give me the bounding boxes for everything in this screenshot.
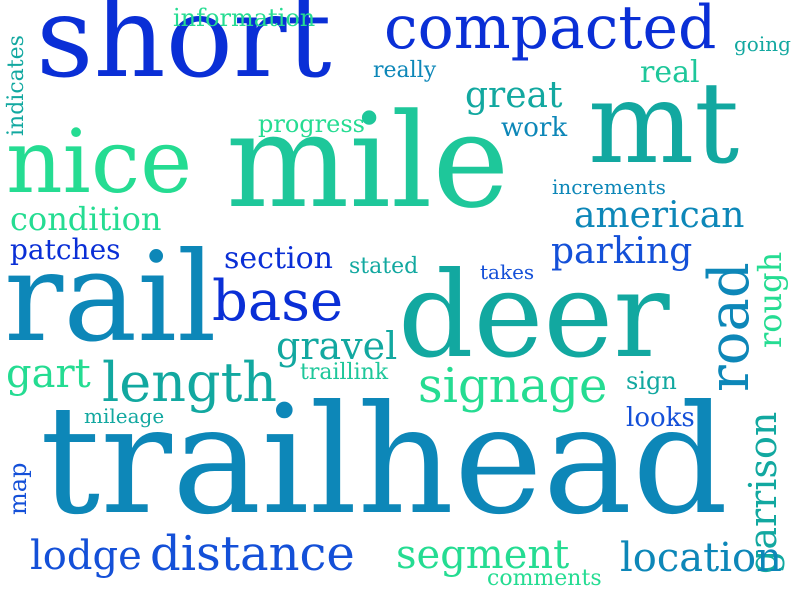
word-short: short [36, 0, 332, 103]
word-trailhead: trailhead [40, 374, 729, 548]
word-takes: takes [480, 260, 535, 284]
word-mileage: mileage [84, 404, 165, 428]
word-gart: gart [6, 351, 91, 397]
word-work: work [501, 113, 568, 143]
word-rough: rough [751, 251, 789, 348]
word-length: length [102, 351, 278, 414]
word-progress: progress [258, 110, 365, 138]
word-map: map [4, 462, 32, 515]
word-real: real [640, 55, 700, 90]
word-lodge: lodge [30, 533, 142, 579]
word-road: road [697, 262, 762, 392]
word-sign: sign [626, 367, 677, 395]
word-signage: signage [418, 358, 608, 414]
word-parking: parking [551, 231, 693, 272]
word-comments: comments [487, 566, 602, 591]
word-segment: segment [396, 532, 570, 578]
word-section: section [224, 241, 333, 276]
word-patches: patches [10, 233, 121, 266]
word-compacted: compacted [384, 0, 717, 63]
word-traillink: traillink [300, 360, 389, 385]
word-going: going [734, 32, 791, 56]
word-great: great [465, 75, 563, 116]
word-distance: distance [150, 526, 355, 582]
word-mile: mile [226, 85, 510, 237]
word-gravel: gravel [276, 324, 398, 368]
word-nice: nice [6, 110, 193, 213]
word-increments: increments [552, 175, 666, 199]
word-american: american [574, 195, 745, 236]
word-location: location [620, 535, 782, 581]
word-mt: mt [588, 59, 740, 189]
word-really: really [373, 58, 437, 83]
word-stated: stated [349, 254, 419, 279]
word-deer: deer [398, 246, 670, 384]
word-information: information [173, 4, 316, 32]
word-condition: condition [10, 200, 162, 238]
word-base: base [212, 269, 344, 334]
word-looks: looks [626, 403, 695, 433]
word-rail: rail [4, 226, 217, 370]
